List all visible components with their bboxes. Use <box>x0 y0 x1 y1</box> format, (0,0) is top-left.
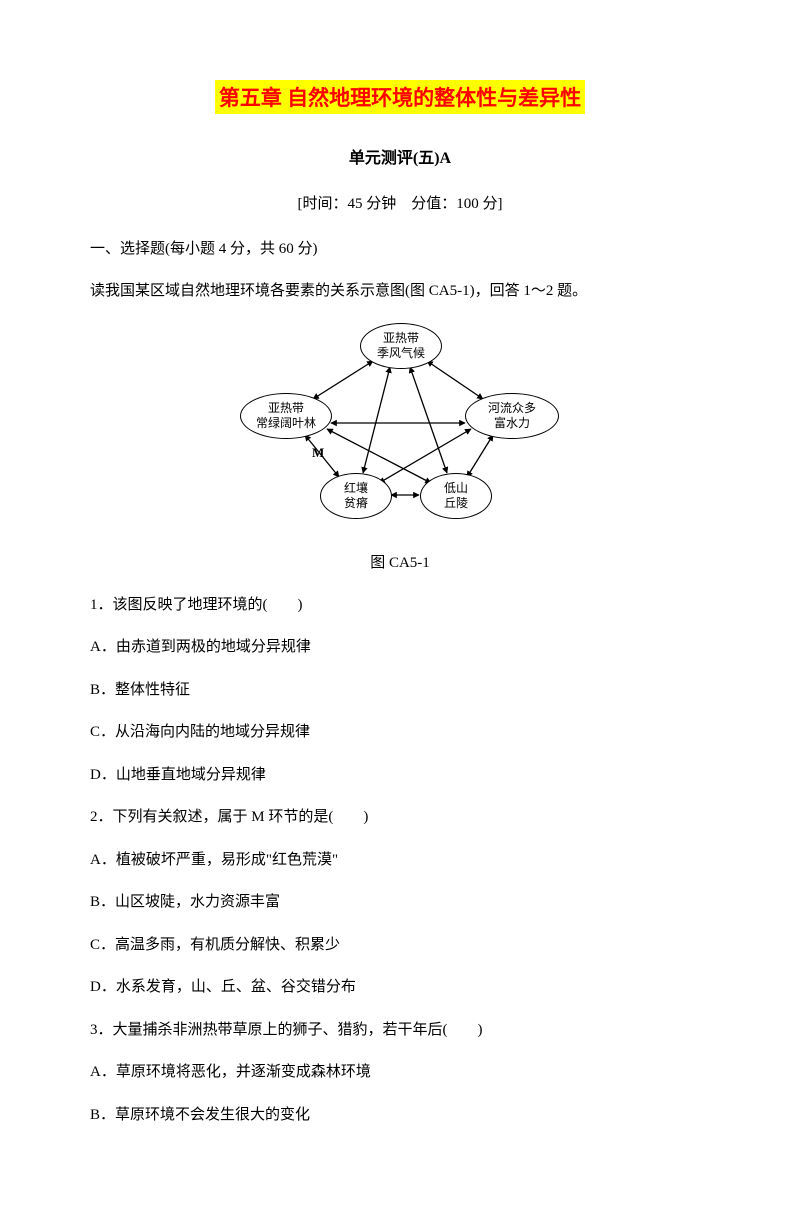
node-hills: 低山 丘陵 <box>420 473 492 519</box>
q3-stem: 3．大量捕杀非洲热带草原上的狮子、猎豹，若干年后( ) <box>90 1019 710 1042</box>
q1-opt-b: B．整体性特征 <box>90 679 710 702</box>
node-text: 河流众多 <box>488 401 536 415</box>
title-wrap: 第五章 自然地理环境的整体性与差异性 <box>90 80 710 114</box>
node-soil: 红壤 贫瘠 <box>320 473 392 519</box>
node-forest: 亚热带 常绿阔叶林 <box>240 393 332 439</box>
node-text: 红壤 <box>344 481 368 495</box>
figure-ca5-1: 亚热带 季风气候 亚热带 常绿阔叶林 河流众多 富水力 红壤 贫瘠 低山 丘陵 … <box>90 323 710 533</box>
node-text: 低山 <box>444 481 468 495</box>
section-1-heading: 一、选择题(每小题 4 分，共 60 分) <box>90 237 710 258</box>
time-score-info: [时间：45 分钟 分值：100 分] <box>90 192 710 213</box>
node-text: 亚热带 <box>268 401 304 415</box>
node-text: 常绿阔叶林 <box>256 416 316 430</box>
relation-diagram: 亚热带 季风气候 亚热带 常绿阔叶林 河流众多 富水力 红壤 贫瘠 低山 丘陵 … <box>235 323 565 533</box>
m-label: M <box>312 445 324 461</box>
node-text: 丘陵 <box>444 496 468 510</box>
instruction-1: 读我国某区域自然地理环境各要素的关系示意图(图 CA5-1)，回答 1～2 题。 <box>90 280 710 303</box>
node-text: 贫瘠 <box>344 496 368 510</box>
page: 第五章 自然地理环境的整体性与差异性 单元测评(五)A [时间：45 分钟 分值… <box>0 0 800 1206</box>
q1-opt-a: A．由赤道到两极的地域分异规律 <box>90 636 710 659</box>
q3-opt-a: A．草原环境将恶化，并逐渐变成森林环境 <box>90 1061 710 1084</box>
q1-opt-c: C．从沿海向内陆的地域分异规律 <box>90 721 710 744</box>
node-text: 富水力 <box>494 416 530 430</box>
q2-stem: 2．下列有关叙述，属于 M 环节的是( ) <box>90 806 710 829</box>
q2-opt-c: C．高温多雨，有机质分解快、积累少 <box>90 934 710 957</box>
figure-caption: 图 CA5-1 <box>90 551 710 572</box>
unit-subtitle: 单元测评(五)A <box>90 144 710 168</box>
node-text: 亚热带 <box>383 331 419 345</box>
q1-opt-d: D．山地垂直地域分异规律 <box>90 764 710 787</box>
chapter-title: 第五章 自然地理环境的整体性与差异性 <box>215 80 585 114</box>
q2-opt-a: A．植被破坏严重，易形成"红色荒漠" <box>90 849 710 872</box>
node-rivers: 河流众多 富水力 <box>465 393 559 439</box>
q2-opt-d: D．水系发育，山、丘、盆、谷交错分布 <box>90 976 710 999</box>
q2-opt-b: B．山区坡陡，水力资源丰富 <box>90 891 710 914</box>
q3-opt-b: B．草原环境不会发生很大的变化 <box>90 1104 710 1127</box>
node-climate: 亚热带 季风气候 <box>360 323 442 369</box>
node-text: 季风气候 <box>377 346 425 360</box>
q1-stem: 1．该图反映了地理环境的( ) <box>90 594 710 617</box>
